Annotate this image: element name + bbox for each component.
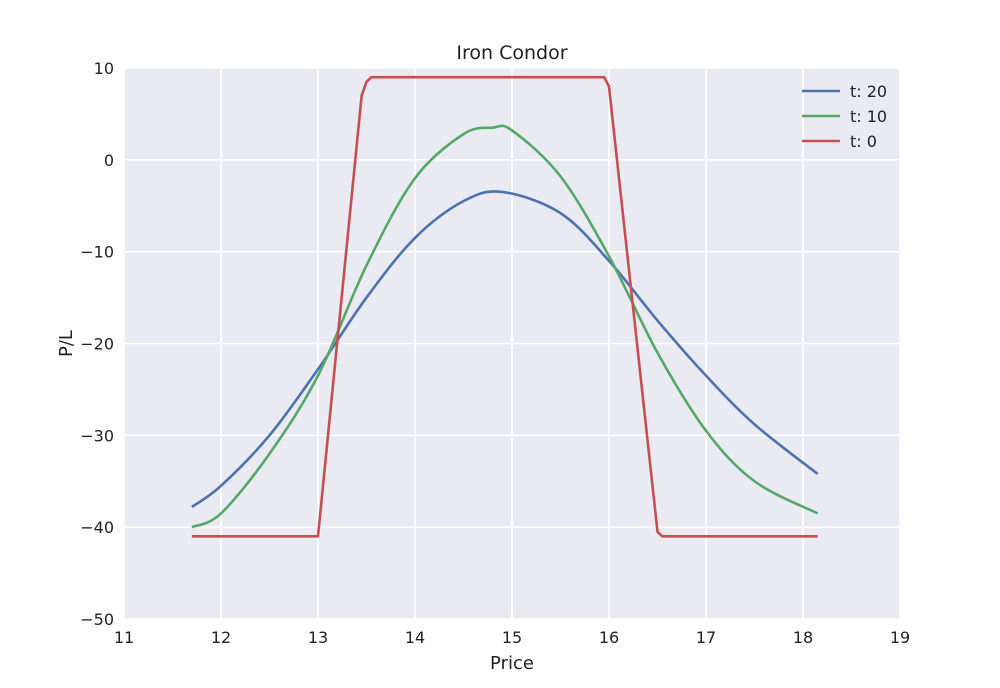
y-axis-ticks: 10 0 −10 −20 −30 −40 −50 <box>80 59 114 629</box>
grid <box>123 67 901 620</box>
chart-title: Iron Condor <box>456 42 567 64</box>
x-tick-label: 16 <box>599 628 619 647</box>
x-axis-label: Price <box>490 653 534 674</box>
series-line-2 <box>191 75 818 538</box>
legend-label: t: 10 <box>850 107 887 126</box>
legend: t: 20 t: 10 t: 0 <box>802 82 887 151</box>
x-tick-label: 17 <box>696 628 716 647</box>
y-tick-label: −10 <box>80 243 114 262</box>
x-tick-label: 18 <box>793 628 813 647</box>
y-tick-label: 0 <box>104 151 114 170</box>
y-tick-label: −50 <box>80 610 114 629</box>
x-tick-label: 11 <box>114 628 134 647</box>
series-line-0 <box>191 190 819 509</box>
series-line-1 <box>191 124 819 529</box>
x-tick-label: 14 <box>405 628 425 647</box>
y-tick-label: −40 <box>80 518 114 537</box>
y-tick-label: 10 <box>94 59 114 78</box>
y-tick-label: −30 <box>80 426 114 445</box>
x-axis-ticks: 11 12 13 14 15 16 17 18 19 <box>114 628 910 647</box>
legend-label: t: 20 <box>850 82 887 101</box>
x-tick-label: 12 <box>211 628 231 647</box>
x-tick-label: 13 <box>308 628 328 647</box>
x-tick-label: 15 <box>502 628 522 647</box>
y-axis-label: P/L <box>56 330 77 357</box>
x-tick-label: 19 <box>890 628 910 647</box>
y-tick-label: −20 <box>80 335 114 354</box>
series-lines <box>191 75 819 538</box>
legend-label: t: 0 <box>850 132 877 151</box>
